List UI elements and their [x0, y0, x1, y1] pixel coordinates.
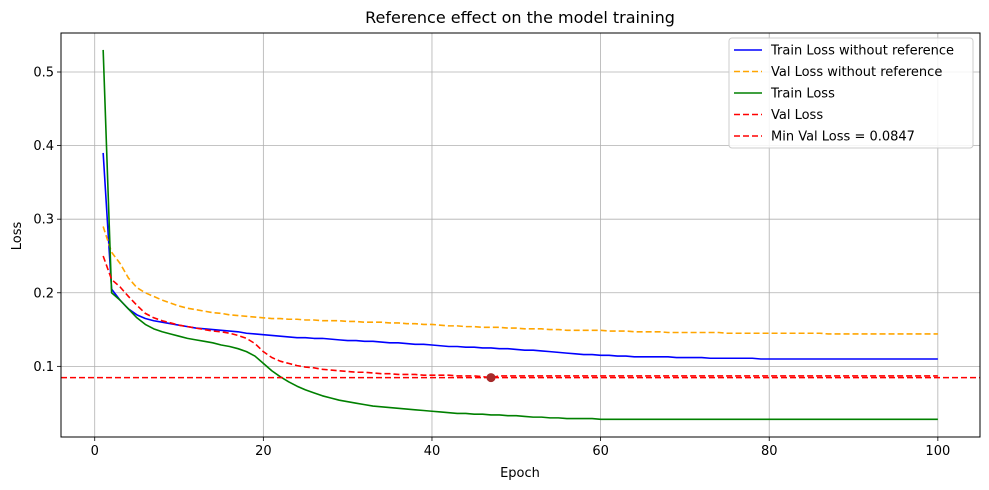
legend-label: Train Loss [770, 87, 835, 102]
legend: Train Loss without reference Val Loss wit… [728, 37, 974, 149]
y-tick-label: 0.1 [33, 360, 54, 375]
series-line-train-loss-without-reference [102, 152, 938, 360]
x-tick-label: 0 [91, 444, 99, 459]
y-tick-label: 0.4 [33, 139, 54, 154]
legend-label: Val Loss without reference [771, 65, 942, 80]
x-tick-label: 20 [255, 444, 272, 459]
x-tick-label: 80 [761, 444, 778, 459]
legend-label: Val Loss [771, 108, 823, 123]
x-tick-label: 100 [925, 444, 950, 459]
y-axis: 0.1 0.2 0.3 0.4 0.5 [33, 66, 61, 375]
y-tick-label: 0.5 [33, 66, 54, 81]
chart-title: Reference effect on the model training [365, 8, 675, 27]
plot-frame [60, 32, 981, 438]
legend-label: Min Val Loss = 0.0847 [771, 130, 915, 145]
plot-content [61, 49, 980, 421]
x-tick-label: 40 [424, 444, 441, 459]
legend-box [728, 37, 974, 149]
min-val-loss-marker [486, 373, 496, 383]
x-axis-label: Epoch [500, 466, 540, 481]
y-tick-label: 0.3 [33, 213, 54, 228]
x-axis: 0 20 40 60 80 100 [91, 437, 950, 459]
series-line-val-loss-without-reference [102, 226, 938, 335]
y-tick-label: 0.2 [33, 286, 54, 301]
series-line-train-loss [102, 49, 938, 421]
y-axis-label: Loss [10, 222, 25, 251]
series-line-val-loss [102, 255, 938, 379]
legend-label: Train Loss without reference [770, 44, 954, 59]
x-tick-label: 60 [592, 444, 609, 459]
